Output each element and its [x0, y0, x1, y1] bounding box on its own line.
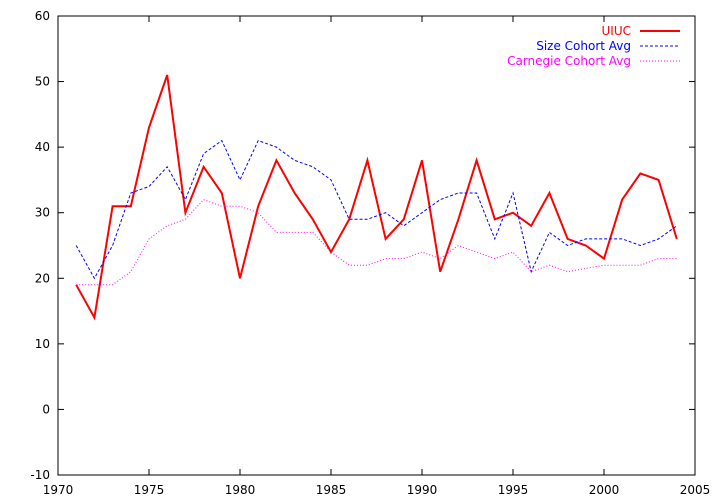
legend-label-carnegie-cohort-avg: Carnegie Cohort Avg: [507, 54, 631, 68]
x-tick-label: 1985: [316, 483, 347, 497]
legend-label-size-cohort-avg: Size Cohort Avg: [536, 39, 631, 53]
y-tick-label: 50: [35, 75, 50, 89]
series-line-uiuc: [75, 74, 678, 321]
y-tick-label: 60: [35, 9, 50, 23]
plot-frame: [57, 15, 696, 476]
series-line-carnegie-cohort-avg: [76, 199, 677, 286]
x-tick-label: 1980: [225, 483, 256, 497]
series-line-size-cohort-avg: [75, 139, 678, 280]
y-tick-label: 20: [35, 271, 50, 285]
x-axis: 1970 1975 1980 1985 1990 1995 2000 2005: [43, 16, 711, 497]
legend-label-uiuc: UIUC: [602, 24, 631, 38]
x-tick-label: 1975: [134, 483, 165, 497]
x-tick-label: 1990: [407, 483, 438, 497]
series-layer: [75, 74, 678, 321]
y-tick-label: 40: [35, 140, 50, 154]
x-tick-label: 1995: [498, 483, 529, 497]
x-tick-label: 1970: [43, 483, 74, 497]
y-tick-label: 10: [35, 337, 50, 351]
y-axis: -10 0 10 20 30 40 50 60: [30, 9, 695, 482]
x-tick-label: 2005: [680, 483, 711, 497]
y-tick-label: 0: [42, 402, 50, 416]
y-tick-label: -10: [30, 468, 50, 482]
x-tick-label: 2000: [589, 483, 620, 497]
y-tick-label: 30: [35, 206, 50, 220]
